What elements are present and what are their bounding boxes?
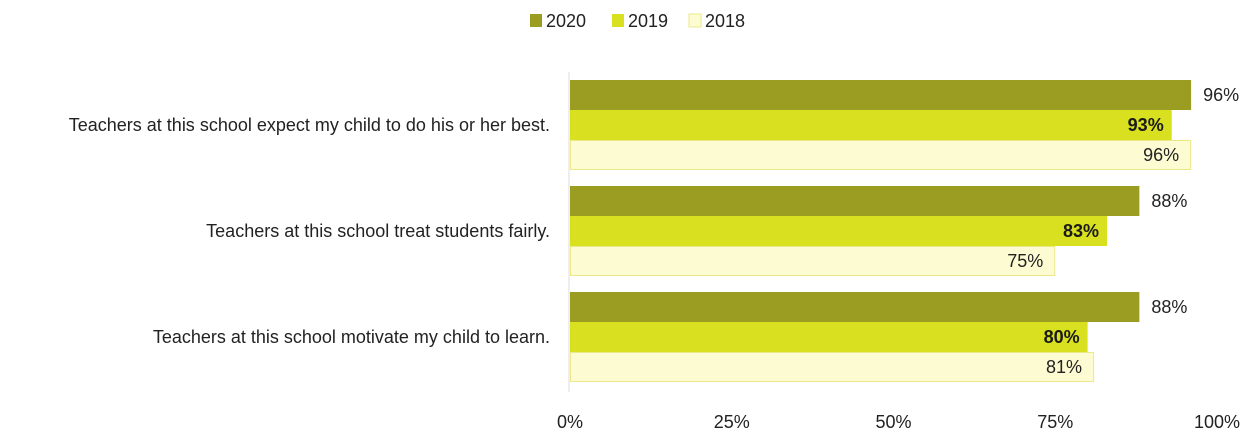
legend-swatch-2020 bbox=[530, 14, 542, 27]
data-label-2019: 83% bbox=[1063, 221, 1099, 241]
legend-swatch-2018 bbox=[688, 13, 702, 28]
bar-2020 bbox=[570, 186, 1140, 216]
data-label-2018: 75% bbox=[1007, 251, 1043, 271]
x-tick-label: 25% bbox=[714, 412, 750, 432]
data-label-2020: 88% bbox=[1151, 191, 1187, 211]
x-tick-label: 100% bbox=[1194, 412, 1240, 432]
legend-label-2020: 2020 bbox=[546, 11, 586, 31]
bar-2018 bbox=[570, 140, 1192, 170]
category-label: Teachers at this school motivate my chil… bbox=[153, 327, 550, 347]
chart-axes: 0% 25% 50% 75% 100% bbox=[557, 72, 1240, 432]
data-label-2020: 88% bbox=[1151, 297, 1187, 317]
bar-2018 bbox=[570, 246, 1056, 276]
data-label-2018: 81% bbox=[1046, 357, 1082, 377]
x-tick-label: 50% bbox=[875, 412, 911, 432]
chart-labels: Teachers at this school expect my child … bbox=[69, 85, 1239, 377]
bar-2019 bbox=[570, 216, 1108, 246]
data-label-2020: 96% bbox=[1203, 85, 1239, 105]
data-label-2019: 80% bbox=[1044, 327, 1080, 347]
legend: 2020 2019 2018 bbox=[530, 11, 745, 31]
bar-2020 bbox=[570, 292, 1140, 322]
bar-2020 bbox=[570, 80, 1192, 110]
x-tick-label: 75% bbox=[1037, 412, 1073, 432]
legend-label-2018: 2018 bbox=[705, 11, 745, 31]
category-label: Teachers at this school treat students f… bbox=[206, 221, 550, 241]
legend-swatch-2019 bbox=[612, 14, 624, 27]
bar-2018 bbox=[570, 352, 1095, 382]
bar-2019 bbox=[570, 110, 1172, 140]
x-tick-label: 0% bbox=[557, 412, 583, 432]
bar-2019 bbox=[570, 322, 1088, 352]
legend-label-2019: 2019 bbox=[628, 11, 668, 31]
data-label-2018: 96% bbox=[1143, 145, 1179, 165]
category-label: Teachers at this school expect my child … bbox=[69, 115, 550, 135]
chart-bars bbox=[570, 80, 1192, 382]
data-label-2019: 93% bbox=[1128, 115, 1164, 135]
